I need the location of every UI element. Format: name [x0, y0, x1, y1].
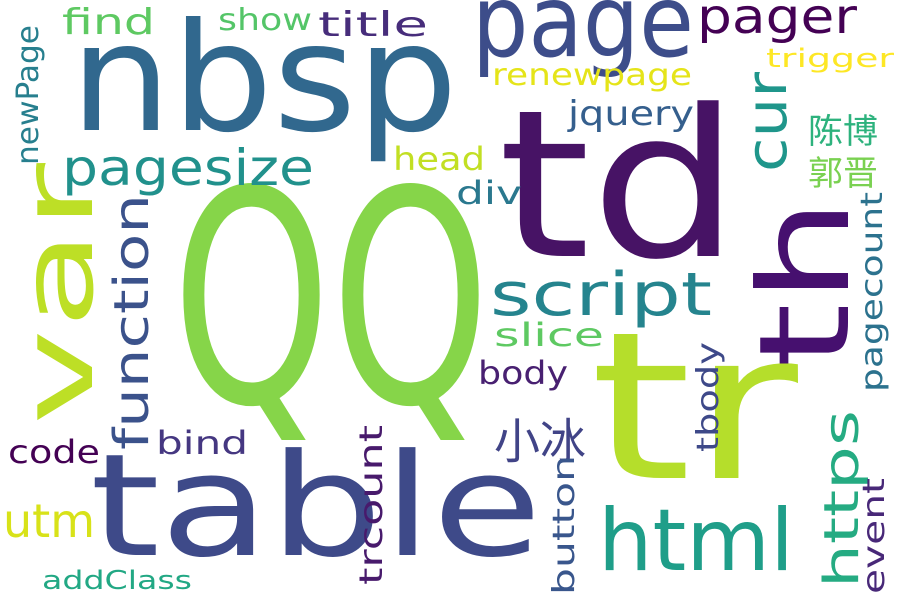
- word-function: function: [104, 194, 160, 450]
- word-jquery: jquery: [567, 94, 694, 134]
- word-utm: utm: [3, 494, 95, 548]
- word-head: head: [393, 140, 485, 178]
- word-renewpage: renewpage: [492, 58, 692, 93]
- word-https: https: [814, 410, 870, 588]
- word-script: script: [490, 260, 712, 330]
- word-td: td: [498, 67, 740, 305]
- word-table: table: [90, 424, 542, 589]
- word-html: html: [598, 491, 794, 591]
- word-pagesize: pagesize: [62, 139, 314, 197]
- word-newpage: newPage: [11, 25, 46, 165]
- word-show: show: [218, 3, 312, 38]
- word-chenbo: 陈博: [808, 112, 878, 152]
- word-addclass: addClass: [42, 566, 192, 596]
- word-bind: bind: [156, 424, 248, 462]
- word-find: find: [62, 2, 155, 43]
- word-nbsp: nbsp: [70, 0, 458, 166]
- word-trcount: trcount: [352, 425, 390, 585]
- word-trigger: trigger: [766, 44, 894, 74]
- word-pager: pager: [697, 0, 857, 45]
- word-var: var: [0, 162, 116, 425]
- word-cur: cur: [735, 71, 800, 172]
- word-guojin: 郭晋: [808, 154, 878, 194]
- word-page: page: [472, 0, 694, 80]
- word-div: div: [456, 174, 522, 212]
- word-event: event: [857, 478, 892, 594]
- word-code: code: [8, 433, 100, 471]
- word-slice: slice: [494, 316, 604, 354]
- word-body: body: [478, 354, 568, 392]
- word-xiaobing: 小冰: [494, 414, 586, 470]
- word-title: title: [318, 5, 428, 45]
- word-pagecount: pagecount: [855, 192, 890, 392]
- word-th: th: [733, 198, 878, 368]
- word-tbody: tbody: [691, 342, 726, 452]
- word-button: button: [547, 455, 582, 595]
- word-qq: QQ: [172, 128, 490, 472]
- word-tr: tr: [590, 289, 799, 527]
